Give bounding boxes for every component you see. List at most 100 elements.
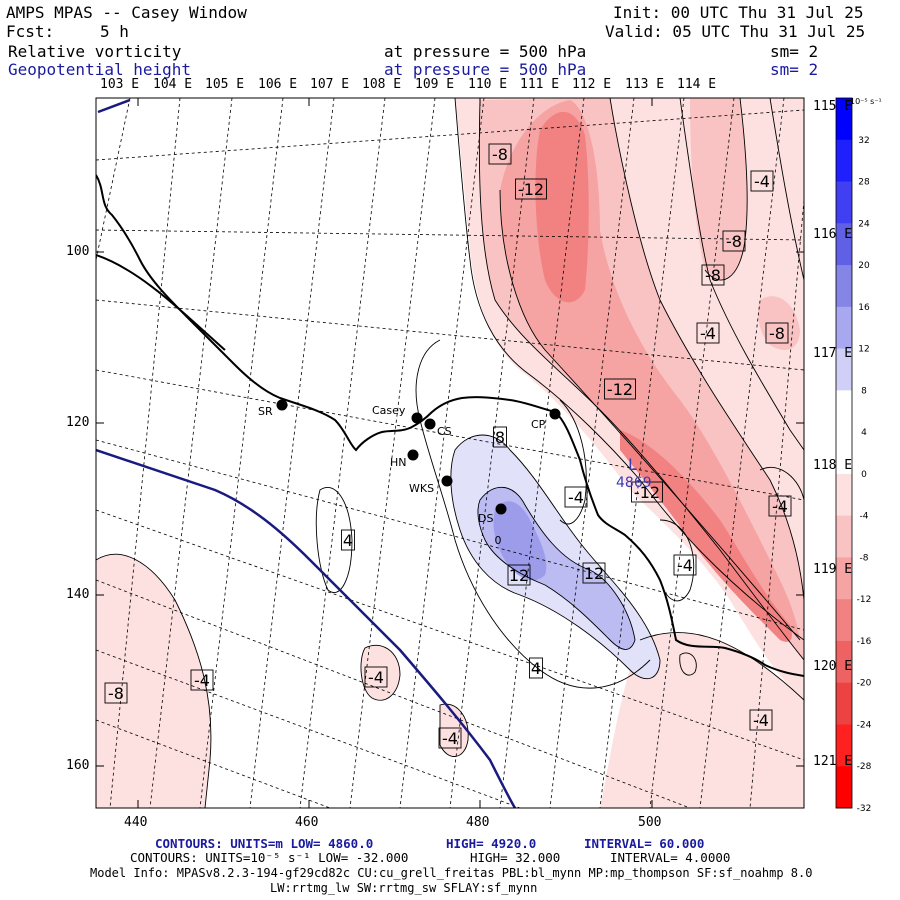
low-center-symbol: L — [628, 455, 637, 474]
right-lon-label: 115 E — [813, 99, 853, 114]
forecast-hour: 5 h — [100, 22, 129, 41]
contour-label: -4 — [442, 729, 458, 748]
colorbar-swatch — [836, 181, 852, 224]
colorbar: 32 28 24 20 16 12 8 4 0 -4 -8 -12 -16 -20 -24 -28 -32 — [835, 97, 872, 814]
colorbar-tick-label: -16 — [857, 637, 872, 647]
contour-label-box — [364, 666, 388, 688]
contour-label-box — [696, 322, 720, 344]
colorbar-swatch — [836, 223, 852, 266]
colorbar-swatch — [836, 390, 852, 433]
footer-height-interval: INTERVAL= 60.000 — [584, 836, 705, 851]
contour-label-box — [701, 264, 725, 286]
neg-vort-core-16 — [535, 111, 589, 303]
colorbar-tick-label: 0 — [861, 470, 867, 480]
footer-height-high: HIGH= 4920.0 — [446, 836, 537, 851]
footer-model-info: Model Info: MPASv8.2.3-194-gf29cd82c CU:… — [90, 866, 813, 880]
contour-label-layer: -8 -12 -4 -8 -8 -4 -8 -12 8 -4 -12 -4 4 12 12 -4 4 -4 -8 -4… — [104, 143, 792, 749]
colorbar-swatch — [836, 515, 852, 558]
contour-label: -8 — [705, 266, 721, 285]
station-marker — [276, 399, 288, 411]
x-tick-label: 480 — [466, 815, 490, 830]
contour-label-box — [582, 562, 606, 584]
colorbar-tick-label: 28 — [858, 178, 870, 188]
station-label: DS — [478, 512, 493, 525]
station-marker — [411, 412, 423, 424]
map-title: AMPS MPAS -- Casey Window — [6, 3, 247, 22]
contour-label: -12 — [518, 180, 544, 199]
colorbar-tick-label: 32 — [858, 136, 869, 146]
top-lon-label: 110 E — [468, 77, 508, 92]
colorbar-swatch — [836, 432, 852, 475]
field1-smoothing: sm= 2 — [770, 42, 819, 61]
colorbar-swatch — [836, 473, 852, 517]
colorbar-swatch — [836, 724, 852, 767]
axis-ticks — [96, 98, 804, 808]
valid-time: Valid: 05 UTC Thu 31 Jul 25 — [605, 22, 866, 41]
colorbar-swatch — [836, 557, 852, 600]
shading-layer — [96, 98, 804, 808]
colorbar-swatch — [836, 306, 852, 350]
contour-label-box — [765, 322, 789, 344]
right-lon-label: 118 E — [813, 458, 853, 473]
top-lon-label: 105 E — [205, 77, 245, 92]
colorbar-swatch — [836, 98, 852, 141]
colorbar-swatch — [836, 766, 852, 809]
station-label: SR — [258, 405, 273, 418]
colorbar-frame — [835, 97, 853, 809]
colorbar-tick-label: 24 — [858, 219, 870, 229]
contour-label: -4 — [772, 497, 788, 516]
y-tick-label: 160 — [66, 758, 90, 773]
latlon-grid — [96, 98, 804, 808]
top-lon-label: 114 E — [677, 77, 717, 92]
neg-vort-band-8-east — [690, 98, 748, 280]
top-lon-label: 112 E — [572, 77, 612, 92]
x-tick-label: 440 — [124, 815, 148, 830]
field1-name: Relative vorticity — [8, 42, 182, 61]
right-lon-label: 116 E — [813, 227, 853, 242]
right-lon-label: 121 E — [813, 754, 853, 769]
contour-label-box — [488, 143, 512, 165]
colorbar-swatch — [836, 640, 852, 684]
contour-label: 0 — [495, 534, 502, 547]
y-tick-label: 100 — [66, 244, 90, 259]
right-lon-label: 119 E — [813, 562, 853, 577]
contour-label-box — [564, 486, 588, 508]
contour-label: 4 — [531, 659, 541, 678]
contour-label-box — [438, 727, 462, 749]
geopotential-contour — [96, 98, 517, 808]
contour-label-box — [515, 178, 547, 200]
forecast-label: Fcst: — [6, 22, 55, 41]
contour-label-box — [493, 426, 507, 448]
x-tick-label: 460 — [295, 815, 319, 830]
station-label: HN — [390, 456, 407, 469]
station-label: WKS — [409, 482, 434, 495]
station-label: Casey — [372, 404, 406, 417]
top-lon-label: 109 E — [415, 77, 455, 92]
colorbar-tick-label: -32 — [857, 804, 872, 814]
contour-label: 4 — [343, 531, 353, 550]
footer-height-contours: CONTOURS: UNITS=m LOW= 4860.0 — [155, 836, 374, 851]
contour-label: -4 — [677, 556, 693, 575]
neg-vort-blob-1 — [360, 645, 400, 701]
station-marker — [424, 418, 436, 430]
contour-label: -12 — [634, 483, 660, 502]
plot-frame — [95, 97, 805, 809]
right-lon-label: 117 E — [813, 346, 853, 361]
top-lon-label: 106 E — [258, 77, 298, 92]
contour-label-box — [673, 554, 697, 576]
contour-label: -8 — [108, 684, 124, 703]
colorbar-tick-label: -12 — [857, 595, 872, 605]
colorbar-tick-label: -28 — [857, 762, 872, 772]
footer-physics-info: LW:rrtmg_lw SW:rrtmg_sw SFLAY:sf_mynn — [270, 881, 538, 895]
station-marker — [495, 503, 507, 515]
colorbar-tick-label: -8 — [860, 553, 869, 563]
top-lon-label: 107 E — [310, 77, 350, 92]
contour-label-box — [722, 230, 746, 252]
contour-label: 8 — [495, 428, 505, 447]
footer-vort-high: HIGH= 32.000 — [470, 850, 561, 865]
top-lon-label: 108 E — [362, 77, 402, 92]
colorbar-tick-label: 20 — [858, 261, 870, 271]
contour-label: -4 — [368, 668, 384, 687]
field1-level: at pressure = 500 hPa — [384, 42, 587, 61]
